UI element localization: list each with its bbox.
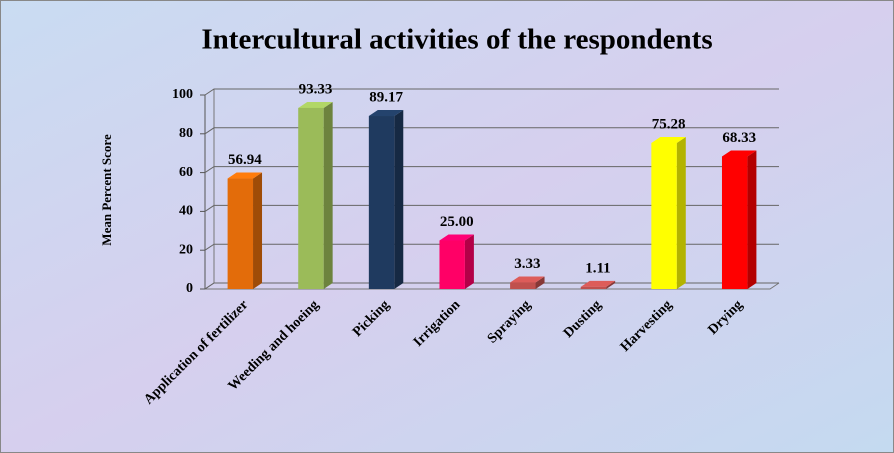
y-tick-label: 20 <box>179 242 193 257</box>
grid-line <box>204 88 779 96</box>
value-label: 93.33 <box>299 81 333 97</box>
bar <box>510 282 536 289</box>
bar-top <box>580 280 616 287</box>
grid-line <box>204 243 779 251</box>
bar <box>651 142 677 289</box>
bar-side <box>253 172 263 289</box>
bar-top <box>368 110 404 117</box>
bar-top <box>651 136 686 143</box>
bar-side <box>747 150 757 289</box>
bar-top <box>510 276 545 283</box>
bar-side <box>323 101 333 290</box>
value-label: 25.00 <box>440 214 474 230</box>
y-tick-label: 80 <box>179 126 193 141</box>
grid-line <box>204 127 779 135</box>
bar <box>368 116 395 290</box>
bar-top <box>227 172 263 179</box>
value-label: 1.11 <box>585 260 610 276</box>
bar-top <box>439 234 474 241</box>
bar-side <box>394 110 404 290</box>
grid-line <box>204 204 779 212</box>
bar <box>580 286 607 289</box>
bar-side <box>676 136 686 289</box>
y-tick-label: 0 <box>186 281 193 296</box>
value-label: 89.17 <box>369 89 403 105</box>
bar <box>721 156 748 289</box>
y-tick-label: 60 <box>179 165 193 180</box>
value-label: 68.33 <box>722 130 756 146</box>
bar <box>439 240 465 289</box>
value-label: 56.94 <box>228 152 262 168</box>
bar-side <box>535 276 545 289</box>
bar <box>298 107 324 290</box>
bar-top <box>298 101 333 108</box>
y-tick-label: 100 <box>172 87 193 102</box>
bar <box>227 178 254 289</box>
y-axis-label: Mean Percent Score <box>99 134 114 246</box>
grid-line <box>204 166 779 174</box>
value-label: 75.28 <box>652 116 686 132</box>
bar-side <box>606 280 616 289</box>
chart-title: Intercultural activities of the responde… <box>201 24 712 56</box>
y-tick-label: 40 <box>179 204 193 219</box>
bar-side <box>464 234 474 289</box>
value-label: 3.33 <box>514 256 540 272</box>
bar-top <box>721 150 757 157</box>
